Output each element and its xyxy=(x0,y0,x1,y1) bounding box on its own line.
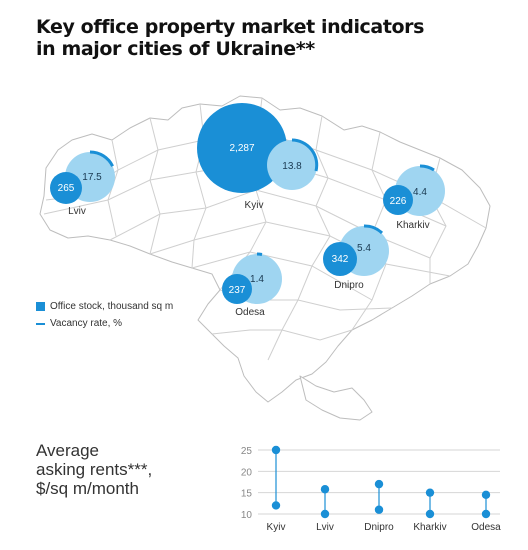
rent-y-ticks: 25 20 15 10 xyxy=(241,446,253,521)
lviv-label: Lviv xyxy=(68,206,86,217)
rent-point-high xyxy=(481,490,491,499)
city-marker-kyiv[interactable]: 2,287 13.8 Kyiv xyxy=(197,103,319,211)
y-tick-label: 15 xyxy=(241,489,253,500)
rent-point-low xyxy=(271,501,281,510)
kharkiv-stock-value: 226 xyxy=(390,196,407,207)
legend-swatch-stock xyxy=(36,302,45,311)
odesa-vacancy-value: 1.4 xyxy=(250,274,264,285)
rent-chart-title: Average asking rents***, $/sq m/month xyxy=(36,441,152,498)
dnipro-label: Dnipro xyxy=(334,280,364,291)
dnipro-stock-value: 342 xyxy=(332,254,349,265)
x-tick-label: Odesa xyxy=(471,522,501,533)
rent-point-high xyxy=(320,485,330,494)
kharkiv-stock-bubble xyxy=(383,185,413,215)
legend-swatch-vacancy xyxy=(36,322,45,325)
lviv-stock-value: 265 xyxy=(58,183,75,194)
x-tick-label: Dnipro xyxy=(364,522,394,533)
x-tick-label: Lviv xyxy=(316,522,334,533)
rent-point-high xyxy=(271,445,281,455)
kyiv-vacancy-arc xyxy=(291,138,319,172)
rent-title-line-2: asking rents***, xyxy=(36,460,153,479)
x-tick-label: Kharkiv xyxy=(413,522,446,533)
city-marker-kharkiv[interactable]: 4.4 226 Kharkiv xyxy=(383,164,445,231)
dnipro-vacancy-value: 5.4 xyxy=(357,243,371,254)
legend-label-vacancy: Vacancy rate, % xyxy=(50,318,123,329)
city-marker-odesa[interactable]: 1.4 237 Odesa xyxy=(222,252,282,318)
chart-title: Key office property market indicators in… xyxy=(36,16,506,60)
rent-title-line-3: $/sq m/month xyxy=(36,479,139,498)
legend-item-office-stock: Office stock, thousand sq m xyxy=(36,301,173,312)
peninsula xyxy=(299,375,373,421)
odesa-vacancy-arc xyxy=(256,252,263,256)
rent-x-ticks: Kyiv Lviv Dnipro Kharkiv Odesa xyxy=(267,522,502,533)
kyiv-vacancy-bubble xyxy=(267,140,317,190)
kyiv-label: Kyiv xyxy=(245,200,264,211)
rent-point-low xyxy=(374,505,384,514)
rent-point-high xyxy=(425,488,435,497)
rent-point-high xyxy=(374,479,384,489)
odesa-stock-value: 237 xyxy=(229,285,246,296)
rent-points xyxy=(271,445,491,519)
title-line-2: in major cities of Ukraine** xyxy=(36,38,315,60)
odesa-stock-bubble xyxy=(222,274,252,304)
rent-point-low xyxy=(481,509,491,519)
dnipro-vacancy-arc xyxy=(363,224,384,235)
kyiv-stock-bubble xyxy=(197,103,287,193)
kyiv-vacancy-value: 13.8 xyxy=(282,161,302,172)
legend-label-stock: Office stock, thousand sq m xyxy=(50,301,174,312)
title-line-1: Key office property market indicators xyxy=(36,16,425,38)
city-marker-lviv[interactable]: 17.5 265 Lviv xyxy=(50,150,115,217)
rent-point-low xyxy=(425,509,435,519)
lviv-stock-bubble xyxy=(50,172,82,204)
y-tick-label: 25 xyxy=(241,446,253,457)
kharkiv-vacancy-value: 4.4 xyxy=(413,187,427,198)
y-tick-label: 20 xyxy=(241,467,253,478)
ukraine-map: 17.5 265 Lviv 2,287 13.8 Kyiv 4.4 226 Kh… xyxy=(39,95,491,421)
kharkiv-label: Kharkiv xyxy=(396,220,429,231)
legend-item-vacancy: Vacancy rate, % xyxy=(36,318,122,329)
kharkiv-vacancy-arc xyxy=(419,164,435,172)
kyiv-stock-value: 2,287 xyxy=(229,143,254,154)
y-tick-label: 10 xyxy=(241,510,253,521)
lviv-vacancy-value: 17.5 xyxy=(82,172,102,183)
city-marker-dnipro[interactable]: 5.4 342 Dnipro xyxy=(323,224,389,291)
rent-title-line-1: Average xyxy=(36,441,100,460)
dnipro-stock-bubble xyxy=(323,242,357,276)
odesa-label: Odesa xyxy=(235,307,265,318)
lviv-vacancy-arc xyxy=(89,150,114,167)
rent-point-low xyxy=(320,509,330,519)
x-tick-label: Kyiv xyxy=(267,522,286,533)
